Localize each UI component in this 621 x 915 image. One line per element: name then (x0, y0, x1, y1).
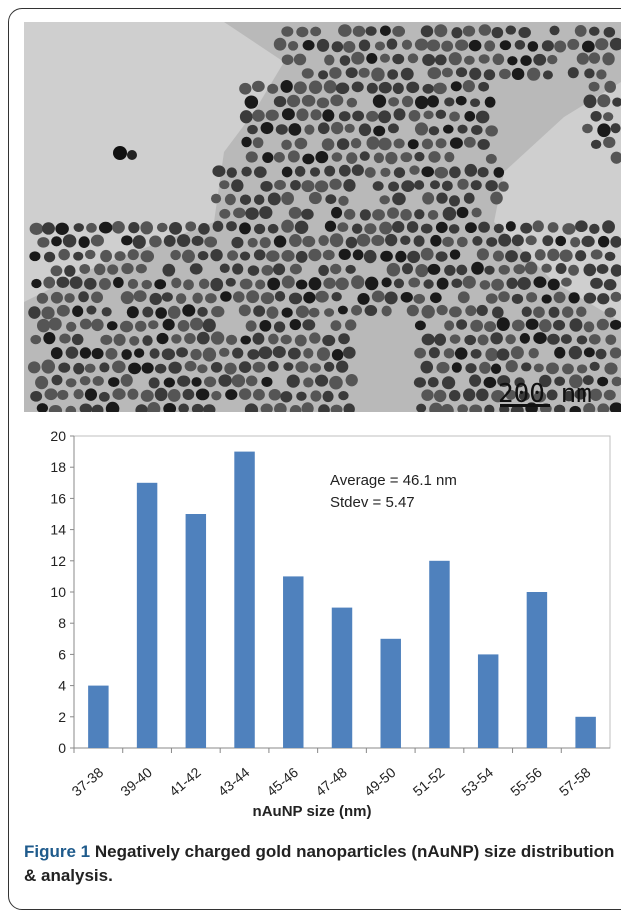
nanoparticle-image (24, 22, 621, 412)
histogram-svg: 0 2 4 6 8 10 12 14 16 18 20 37-38 39-40 41-42 43-44 45-… (50, 428, 611, 820)
bar-41-42 (185, 514, 207, 748)
bar-55-56 (526, 592, 548, 748)
x-tick-label: 41-42 (166, 764, 204, 799)
x-tick-label: 57-58 (556, 764, 594, 799)
y-tick-label: 0 (58, 740, 66, 756)
y-tick-label: 16 (50, 490, 66, 506)
x-tick-label: 53-54 (458, 764, 496, 799)
y-tick-label: 6 (58, 646, 66, 662)
bar-53-54 (477, 654, 499, 748)
x-tick-label: 55-56 (507, 764, 545, 799)
x-tick-label: 39-40 (117, 764, 155, 799)
figure-caption: Figure 1 Negatively charged gold nanopar… (24, 840, 619, 888)
y-tick-label: 8 (58, 615, 66, 631)
x-tick-label: 49-50 (361, 764, 399, 799)
x-tick-label: 51-52 (410, 764, 448, 799)
x-tick-label: 37-38 (69, 764, 107, 799)
y-tick-label: 10 (50, 584, 66, 600)
scale-bar-label: 200 nm (498, 379, 592, 409)
figure-frame (8, 8, 621, 910)
size-histogram: 0 2 4 6 8 10 12 14 16 18 20 37-38 39-40 41-42 43-44 45-… (24, 420, 621, 822)
caption-text: Negatively charged gold nanoparticles (n… (24, 842, 615, 885)
bar-43-44 (234, 451, 255, 748)
x-tick-label: 45-46 (263, 764, 301, 799)
bar-37-38 (88, 685, 109, 748)
stats-annotation: Stdev = 5.47 (330, 494, 415, 511)
y-tick-label: 18 (50, 459, 66, 475)
y-tick-label: 14 (50, 522, 66, 538)
bar-51-52 (429, 560, 450, 748)
bar-39-40 (136, 482, 158, 748)
caption-label: Figure 1 (24, 842, 91, 861)
bar-45-46 (283, 576, 304, 748)
y-tick-label: 2 (58, 709, 66, 725)
x-tick-label: 43-44 (215, 764, 253, 799)
y-tick-label: 4 (58, 678, 66, 694)
x-tick-label: 47-48 (312, 764, 350, 799)
x-axis-title: nAuNP size (nm) (253, 803, 372, 820)
nanoparticles (27, 24, 621, 412)
bar-49-50 (380, 638, 401, 748)
tem-micrograph (24, 22, 621, 412)
stats-annotation: Average = 46.1 nm (330, 472, 457, 489)
y-tick-label: 12 (50, 553, 66, 569)
y-tick-label: 20 (50, 428, 66, 444)
scale-bar (500, 404, 550, 407)
bar-47-48 (331, 607, 353, 748)
bar-57-58 (575, 716, 596, 748)
isolated-particle (113, 146, 127, 160)
